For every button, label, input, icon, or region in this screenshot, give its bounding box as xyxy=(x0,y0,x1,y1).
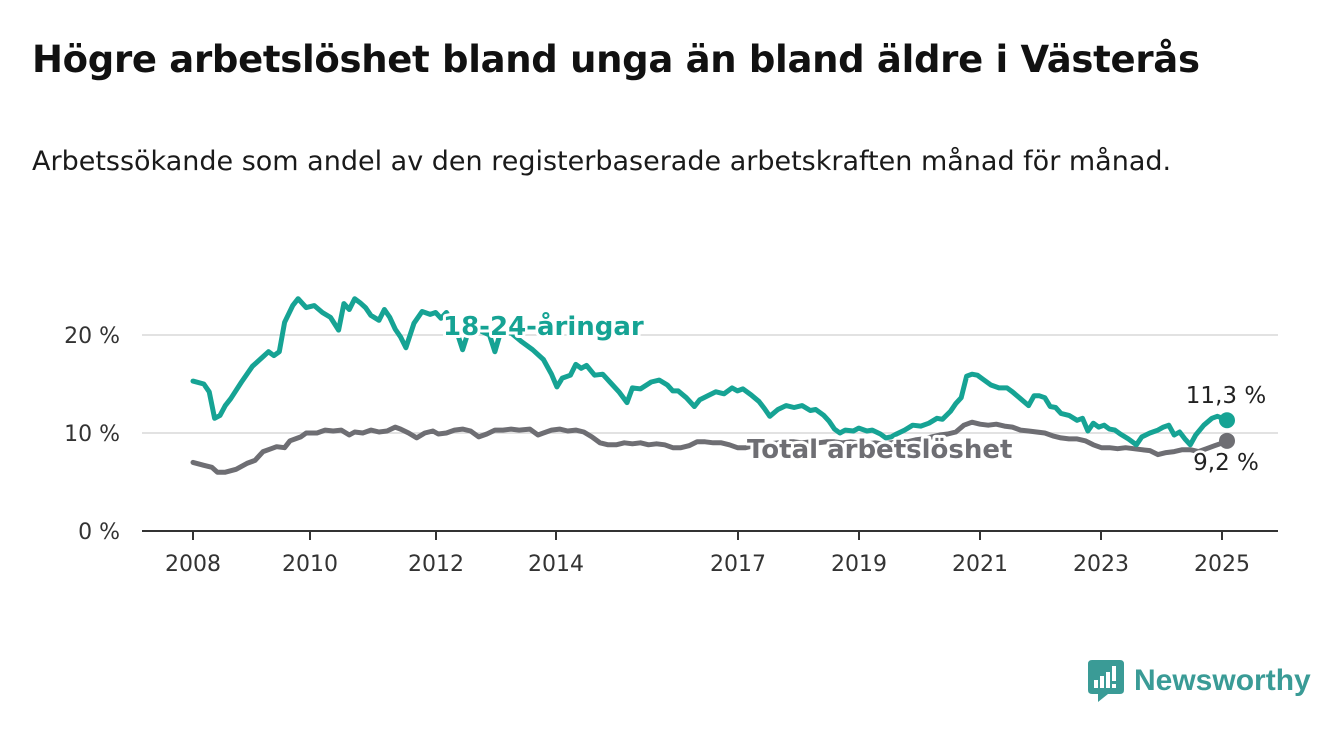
series-label-youth: 18-24-åringar xyxy=(443,310,644,342)
series-label-total: Total arbetslöshet xyxy=(747,435,1012,465)
x-tick-label: 2025 xyxy=(1194,552,1250,577)
x-tick-label: 2023 xyxy=(1073,552,1129,577)
x-tick-label: 2012 xyxy=(408,552,464,577)
brand-name: Newsworthy xyxy=(1134,664,1311,697)
brand-logo: Newsworthy xyxy=(1088,660,1311,702)
labels: 18-24-åringar Total arbetslöshet 11,3 % 9,2… xyxy=(440,307,1269,479)
chart-subtitle: Arbetssökande som andel av den registerb… xyxy=(32,146,1172,177)
y-tick-label: 0 % xyxy=(78,520,120,545)
x-tick-label: 2014 xyxy=(528,552,584,577)
series-lines xyxy=(190,296,1235,475)
y-tick-label: 20 % xyxy=(64,324,120,349)
x-tick-label: 2010 xyxy=(282,552,338,577)
series-line-youth xyxy=(190,296,1230,448)
x-tick-label: 2008 xyxy=(165,552,221,577)
end-label-total: 9,2 % xyxy=(1193,450,1259,476)
end-label-youth: 11,3 % xyxy=(1186,383,1266,409)
chart-title: Högre arbetslöshet bland unga än bland ä… xyxy=(32,38,1200,81)
gridlines xyxy=(142,334,1278,434)
x-tick-label: 2017 xyxy=(710,552,766,577)
series-end-point xyxy=(1219,432,1235,449)
series-line-total xyxy=(190,419,1230,475)
x-tick-label: 2019 xyxy=(831,552,887,577)
series-end-point xyxy=(1219,412,1235,429)
y-tick-label: 10 % xyxy=(64,422,120,447)
axes: 0 % 10 % 20 % 2008 2010 2012 2014 2017 2019 2021 2… xyxy=(64,324,1278,577)
newsworthy-logo-icon xyxy=(1088,660,1124,702)
x-tick-label: 2021 xyxy=(952,552,1008,577)
